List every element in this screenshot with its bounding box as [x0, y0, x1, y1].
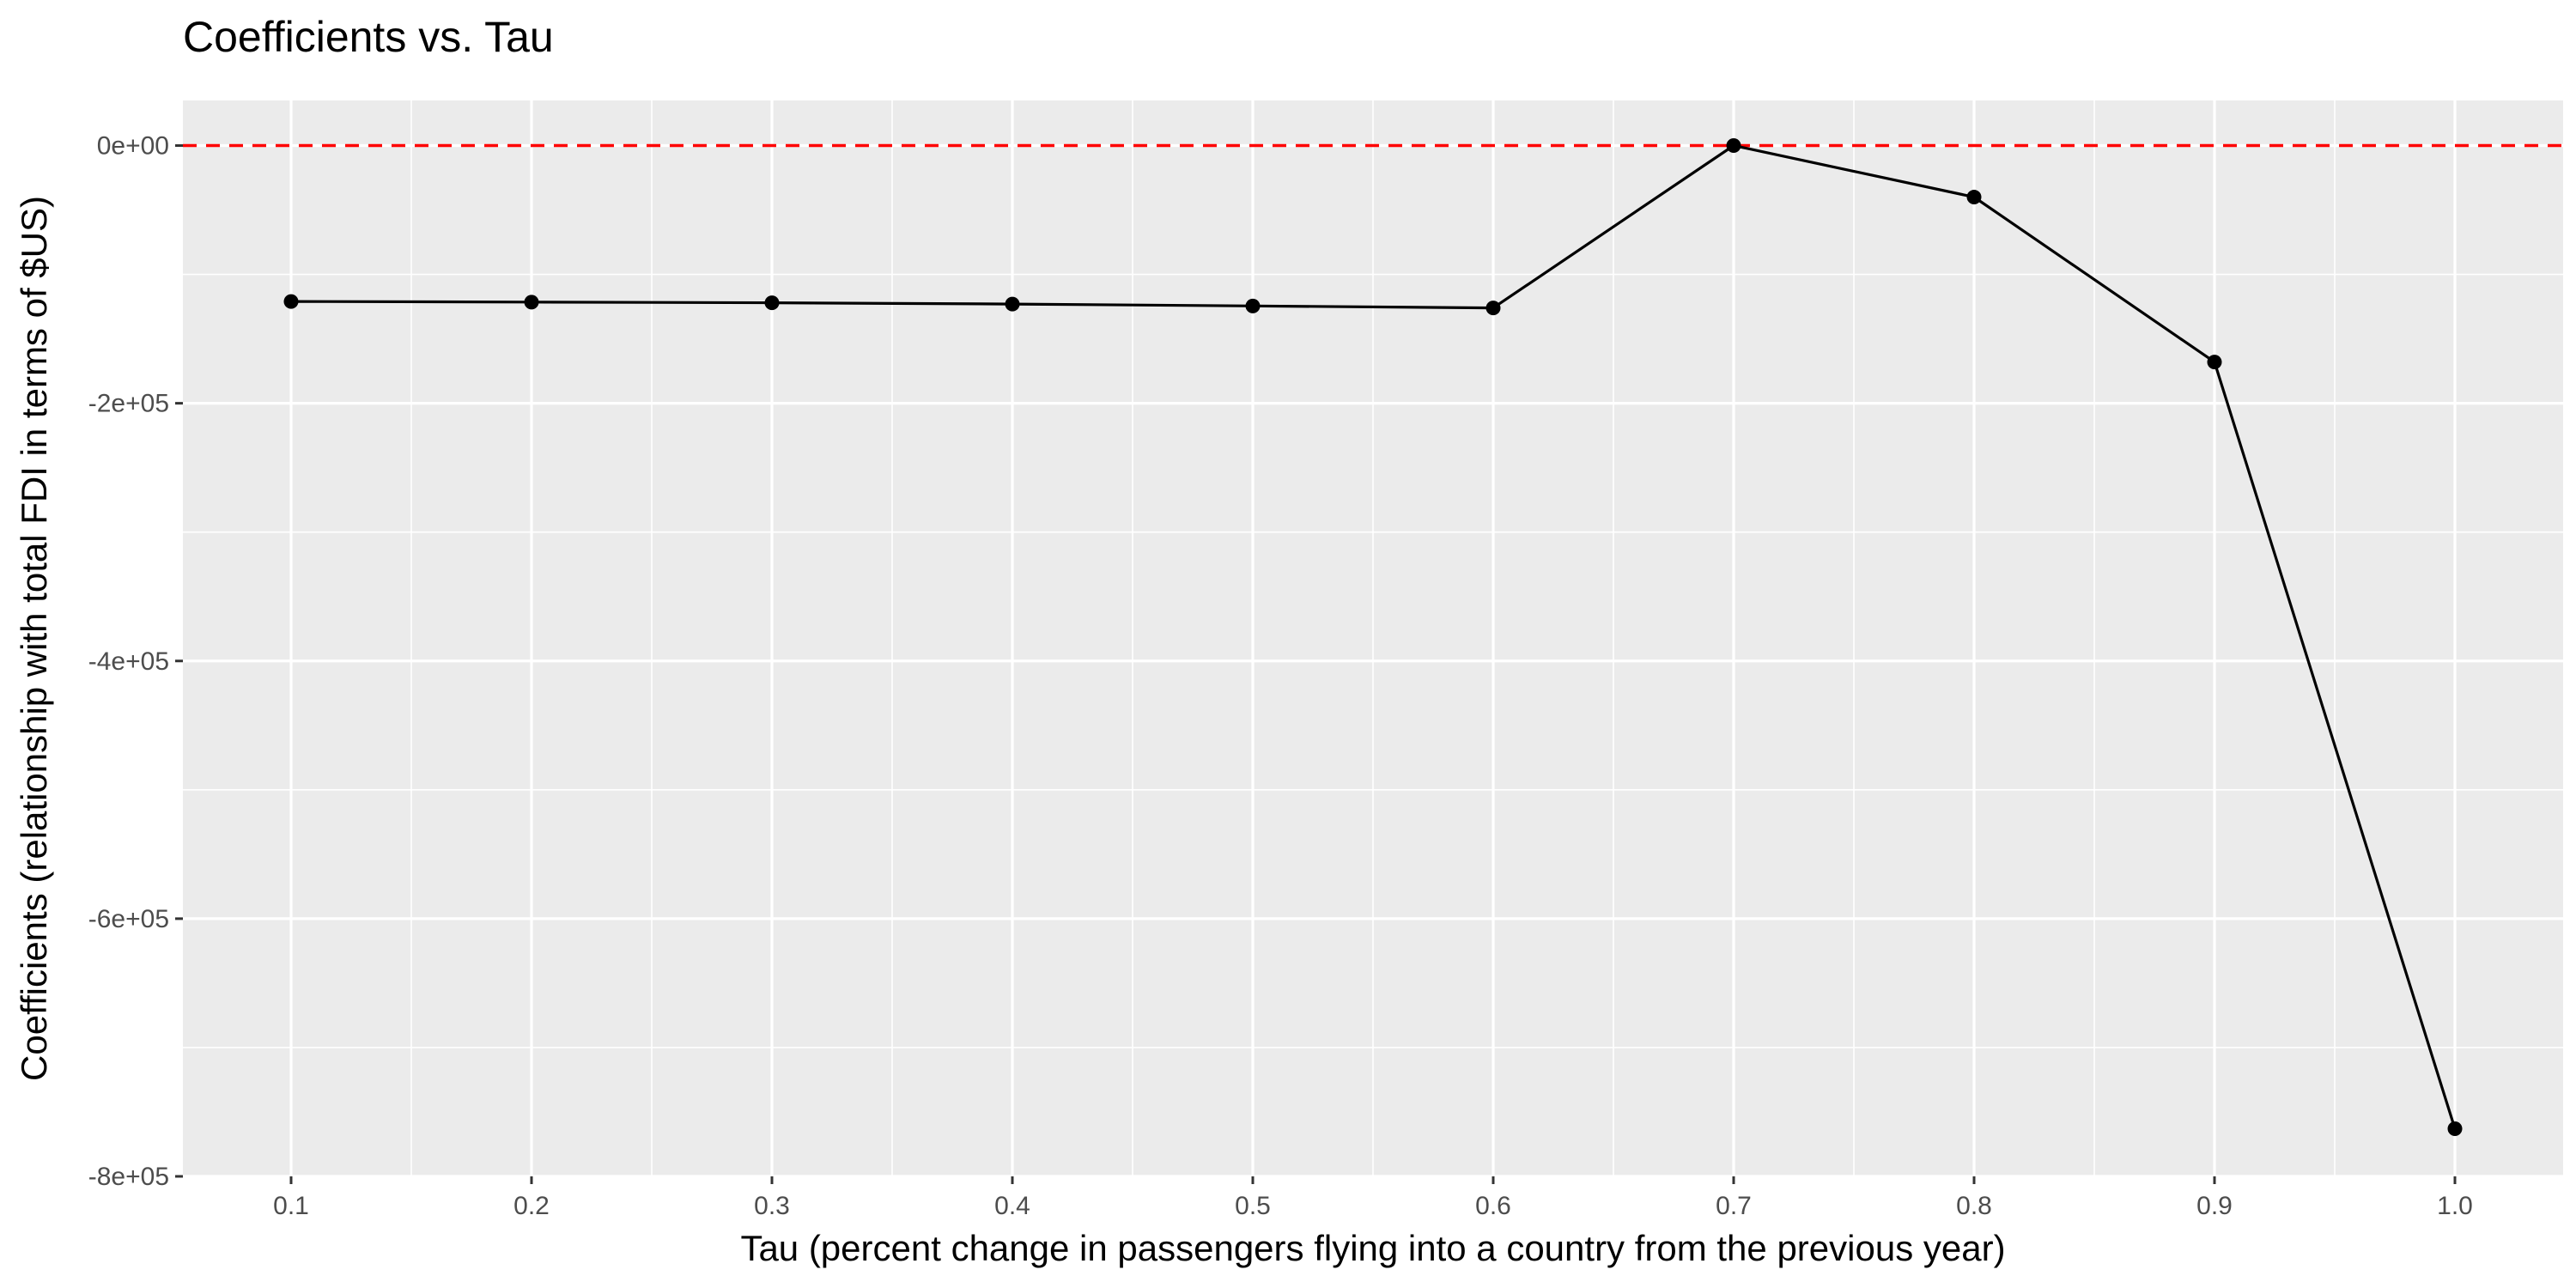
y-tick-label: -4e+05 [88, 647, 169, 676]
y-tick-label: -2e+05 [88, 390, 169, 418]
x-tick-label: 0.7 [1716, 1192, 1752, 1220]
chart-title: Coefficients vs. Tau [183, 13, 554, 61]
data-point [1245, 298, 1261, 313]
x-tick-label: 0.5 [1235, 1192, 1271, 1220]
x-tick-label: 0.1 [273, 1192, 309, 1220]
y-tick-label: 0e+00 [97, 132, 169, 161]
x-axis-ticks: 0.1 0.2 0.3 0.4 0.5 0.6 0.7 0.8 0.9 1.0 [273, 1176, 2473, 1220]
data-point [2207, 355, 2222, 370]
x-tick-label: 0.3 [754, 1192, 790, 1220]
series-line [290, 143, 2457, 1129]
x-tick-label: 0.6 [1475, 1192, 1511, 1220]
data-point [2447, 1121, 2463, 1136]
data-point [1726, 138, 1741, 154]
x-tick-label: 0.2 [513, 1192, 550, 1220]
x-axis-title: Tau (percent change in passengers flying… [740, 1228, 2005, 1268]
data-point [524, 295, 539, 310]
data-point [1005, 296, 1020, 312]
y-tick-label: -6e+05 [88, 905, 169, 933]
data-point [764, 295, 780, 311]
x-tick-label: 0.9 [2196, 1192, 2233, 1220]
x-tick-label: 0.8 [1956, 1192, 1992, 1220]
x-tick-label: 1.0 [2437, 1192, 2473, 1220]
data-point [1485, 301, 1501, 316]
y-axis-title: Coefficients (relationship with total FD… [14, 196, 54, 1081]
data-point [1966, 190, 1982, 205]
data-point [283, 294, 299, 309]
x-tick-label: 0.4 [994, 1192, 1030, 1220]
y-axis-ticks: 0e+00 -2e+05 -4e+05 -6e+05 -8e+05 [88, 132, 183, 1191]
data-points [283, 138, 2463, 1136]
y-tick-label: -8e+05 [88, 1163, 169, 1191]
